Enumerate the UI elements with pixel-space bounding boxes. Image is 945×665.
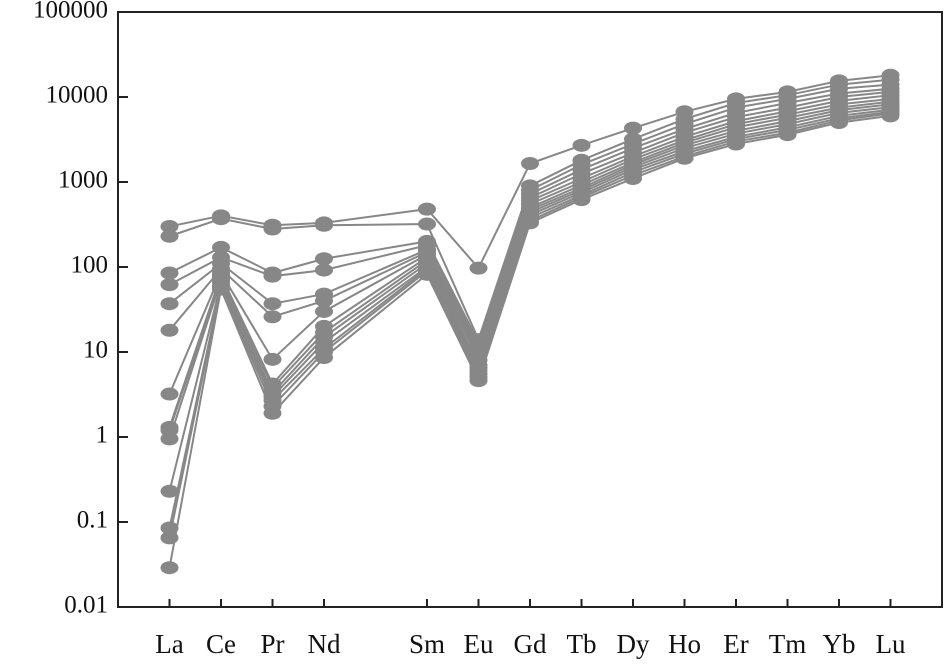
marker — [160, 484, 179, 498]
marker — [315, 294, 333, 308]
x-tick-label: Sm — [409, 629, 445, 659]
marker — [263, 269, 282, 283]
x-tick-label: Tm — [769, 629, 807, 659]
marker — [160, 266, 179, 280]
marker — [572, 193, 591, 207]
marker — [160, 219, 179, 233]
y-tick-label: 10 — [83, 337, 108, 364]
marker — [160, 531, 179, 545]
marker — [263, 406, 282, 420]
x-tick-label: Pr — [260, 629, 284, 659]
marker — [315, 218, 333, 232]
series-line — [168, 112, 891, 539]
y-tick-label: 0.1 — [77, 507, 108, 534]
marker — [624, 171, 642, 185]
x-tick-label: Yb — [823, 629, 856, 659]
marker — [160, 278, 179, 292]
marker — [160, 561, 179, 575]
y-tick-label: 1 — [96, 422, 109, 449]
markers — [160, 68, 900, 575]
marker — [315, 351, 333, 365]
marker — [315, 263, 333, 277]
y-tick-label: 10000 — [46, 82, 109, 109]
x-tick-label: Lu — [876, 629, 906, 659]
marker — [521, 216, 539, 230]
marker — [263, 222, 282, 236]
series-line — [168, 97, 891, 395]
marker — [521, 157, 539, 171]
marker — [315, 252, 333, 266]
marker — [830, 116, 848, 130]
x-tick-label: Ho — [668, 629, 701, 659]
x-tick-label: Er — [723, 629, 748, 659]
y-tick-label: 100 — [71, 252, 109, 279]
marker — [160, 297, 179, 311]
marker — [263, 310, 282, 324]
marker — [418, 267, 436, 281]
marker — [160, 521, 179, 535]
x-tick-label: Nd — [308, 629, 341, 659]
marker — [212, 282, 230, 296]
marker — [469, 261, 488, 275]
marker — [212, 240, 230, 254]
y-tick-label: 100000 — [33, 0, 108, 24]
x-tick-label: Dy — [617, 629, 650, 659]
marker — [675, 151, 694, 165]
marker — [418, 217, 436, 231]
x-tick-label: La — [155, 629, 183, 659]
marker — [160, 323, 179, 337]
marker — [881, 109, 900, 123]
marker — [212, 212, 230, 226]
marker — [727, 137, 745, 151]
marker — [160, 387, 179, 401]
marker — [263, 352, 282, 366]
series-line — [168, 100, 891, 428]
marker — [160, 229, 179, 243]
marker — [263, 297, 282, 311]
y-tick-label: 1000 — [58, 167, 108, 194]
x-tick-label: Gd — [514, 629, 547, 659]
x-tick-label: Eu — [464, 629, 494, 659]
marker — [418, 202, 436, 216]
x-tick-label: Ce — [206, 629, 236, 659]
marker — [572, 138, 591, 152]
marker — [469, 374, 488, 388]
marker — [160, 432, 179, 446]
marker — [624, 121, 642, 135]
y-tick-label: 0.01 — [64, 592, 108, 619]
marker — [315, 304, 333, 318]
marker — [778, 128, 797, 142]
x-tick-label: Tb — [567, 629, 597, 659]
